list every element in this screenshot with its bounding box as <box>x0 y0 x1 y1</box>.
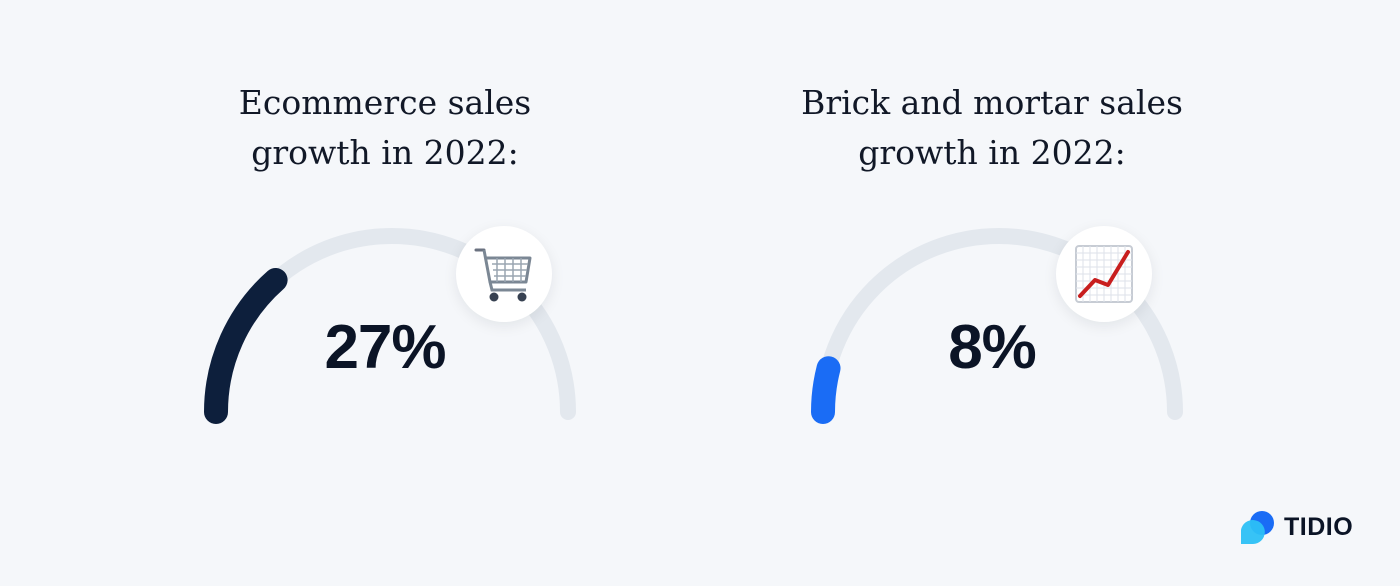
gauge-title-line-1: Brick and mortar sales <box>801 83 1183 122</box>
icon-badge <box>1056 226 1152 322</box>
shopping-cart-icon <box>474 248 532 302</box>
gauge-value: 8% <box>948 313 1037 382</box>
gauge-ecommerce: Ecommerce sales growth in 2022: 27% <box>105 0 665 586</box>
gauge-value-arc <box>204 267 288 424</box>
gauge-value: 27% <box>324 313 446 382</box>
gauge-value-arc <box>811 356 841 424</box>
gauge-title-line-1: Ecommerce sales <box>238 83 532 122</box>
chart-increasing-icon <box>1075 245 1133 303</box>
gauge-brick-and-mortar: Brick and mortar sales growth in 2022: 8… <box>712 0 1272 586</box>
gauge-svg <box>811 228 1183 424</box>
gauge-title: Ecommerce sales growth in 2022: <box>105 78 665 178</box>
tidio-logo: TIDIO <box>1238 508 1368 548</box>
gauge-title-line-2: growth in 2022: <box>858 133 1126 172</box>
gauge-svg <box>204 228 576 424</box>
brand-name: TIDIO <box>1284 513 1354 541</box>
gauge-track <box>815 228 1183 420</box>
gauge-title: Brick and mortar sales growth in 2022: <box>712 78 1272 178</box>
gauge-title-line-2: growth in 2022: <box>251 133 519 172</box>
tidio-logo-mark-icon <box>1241 511 1274 544</box>
icon-badge <box>456 226 552 322</box>
